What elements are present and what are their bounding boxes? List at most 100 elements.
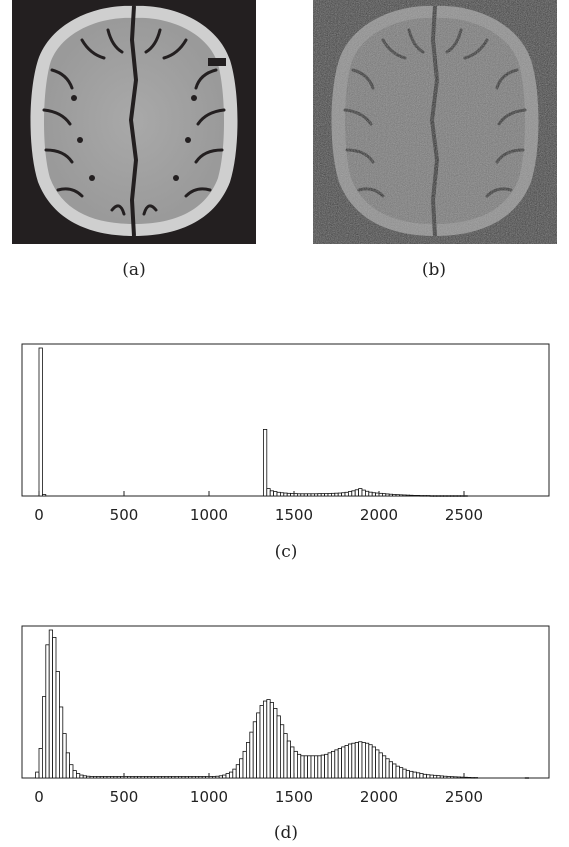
histogram-bar: [449, 495, 455, 497]
histogram-bar: [120, 776, 125, 779]
histogram-bar: [279, 492, 285, 497]
histogram-bar: [446, 495, 451, 497]
histogram-bar: [242, 750, 247, 779]
histogram-bar: [273, 491, 278, 497]
histogram-bar: [385, 758, 390, 779]
histogram-bar: [150, 776, 155, 779]
histogram-bar: [303, 755, 309, 779]
histogram-bar: [296, 753, 302, 779]
histogram-bar: [137, 776, 142, 779]
histogram-bar: [266, 488, 271, 497]
histogram-bar: [381, 755, 387, 779]
histogram-bar: [341, 746, 346, 779]
histogram-bar: [415, 772, 421, 779]
histogram-bar: [99, 776, 104, 779]
histogram-bar: [351, 742, 356, 779]
histogram-bar: [249, 731, 254, 779]
histogram-bar: [96, 776, 101, 779]
histogram-bar: [409, 770, 414, 779]
histogram-bar: [262, 429, 268, 497]
histogram-bar: [426, 495, 431, 497]
histogram-bar: [334, 749, 339, 779]
histogram-bar: [456, 776, 462, 779]
histogram-bar: [184, 776, 189, 779]
histogram-bar: [290, 746, 295, 779]
histogram-bar: [283, 733, 288, 779]
histogram-bar: [324, 753, 329, 779]
histogram-bar: [123, 776, 128, 779]
histogram-bar: [194, 776, 200, 779]
histogram-bar: [218, 775, 223, 779]
histogram-bar: [337, 747, 343, 779]
histogram-bar: [463, 776, 468, 779]
histogram-bar: [327, 493, 332, 497]
histogram-bar: [439, 775, 445, 779]
histogram-bar: [371, 746, 377, 779]
histogram-bar: [460, 776, 465, 779]
histogram-bar: [375, 492, 380, 497]
histogram-bar: [188, 776, 193, 779]
histogram-bar: [351, 490, 356, 497]
x-tick-label: 500: [110, 788, 139, 806]
histogram-bar: [405, 494, 411, 497]
histogram-bar: [419, 495, 424, 497]
histogram-bar: [460, 495, 465, 497]
histogram-bar: [232, 768, 237, 779]
histogram-bar: [419, 773, 424, 779]
histogram-bar: [256, 712, 261, 779]
histogram-bar: [269, 702, 275, 779]
histogram-bar: [290, 493, 295, 497]
histogram-bar: [524, 777, 530, 779]
histogram-bar: [35, 771, 40, 779]
histogram-bar: [432, 774, 438, 779]
histogram-bar: [341, 492, 346, 497]
histogram-bar: [429, 774, 434, 779]
histogram-bar: [310, 493, 315, 497]
histogram-bar: [432, 495, 438, 497]
histogram-bar: [59, 706, 64, 779]
histogram-bar: [330, 750, 336, 779]
histogram-bar: [300, 493, 305, 497]
histogram-bar: [38, 347, 43, 497]
histogram-bar: [443, 495, 448, 497]
histogram-bar: [330, 492, 336, 497]
histogram-bar: [324, 493, 329, 497]
histogram-bar: [429, 495, 434, 497]
histogram-bar: [371, 492, 377, 497]
histogram-bar: [334, 492, 339, 497]
histogram-bar: [293, 493, 298, 497]
histogram-bar: [65, 752, 70, 779]
histogram-bar: [415, 495, 421, 497]
x-tick-label: 1000: [190, 788, 228, 806]
histogram-bar: [235, 764, 240, 779]
histogram-bar: [286, 492, 292, 497]
histogram-bar: [157, 776, 162, 779]
histogram-c: 0 500 1000 1500 2000 2500: [21, 343, 550, 524]
histogram-bar: [296, 493, 302, 497]
caption-a: (a): [122, 260, 146, 280]
histogram-bar: [398, 767, 404, 779]
histogram-bar: [436, 495, 441, 497]
histogram-bar: [252, 721, 257, 779]
histogram-bar: [76, 773, 81, 779]
histogram-bar: [93, 776, 98, 779]
histogram-bar: [473, 777, 479, 779]
histogram-bar: [378, 492, 383, 497]
histogram-bar: [313, 755, 319, 779]
histogram-bar: [72, 770, 77, 779]
caption-b: (b): [421, 260, 447, 280]
histogram-bar: [239, 758, 244, 779]
histogram-bar: [344, 745, 349, 779]
noisy-brain-phantom-image-b: [313, 0, 557, 244]
histogram-bar: [208, 776, 213, 779]
histogram-bar: [211, 776, 217, 779]
histogram-bar: [167, 776, 172, 779]
histogram-bar: [463, 495, 468, 497]
histogram-bar: [143, 776, 149, 779]
histogram-bar: [303, 493, 309, 497]
histogram-bar: [307, 493, 312, 497]
histogram-bar: [378, 752, 383, 779]
histogram-bar: [82, 775, 87, 779]
histogram-bar: [449, 776, 455, 779]
histogram-bar: [388, 761, 394, 779]
